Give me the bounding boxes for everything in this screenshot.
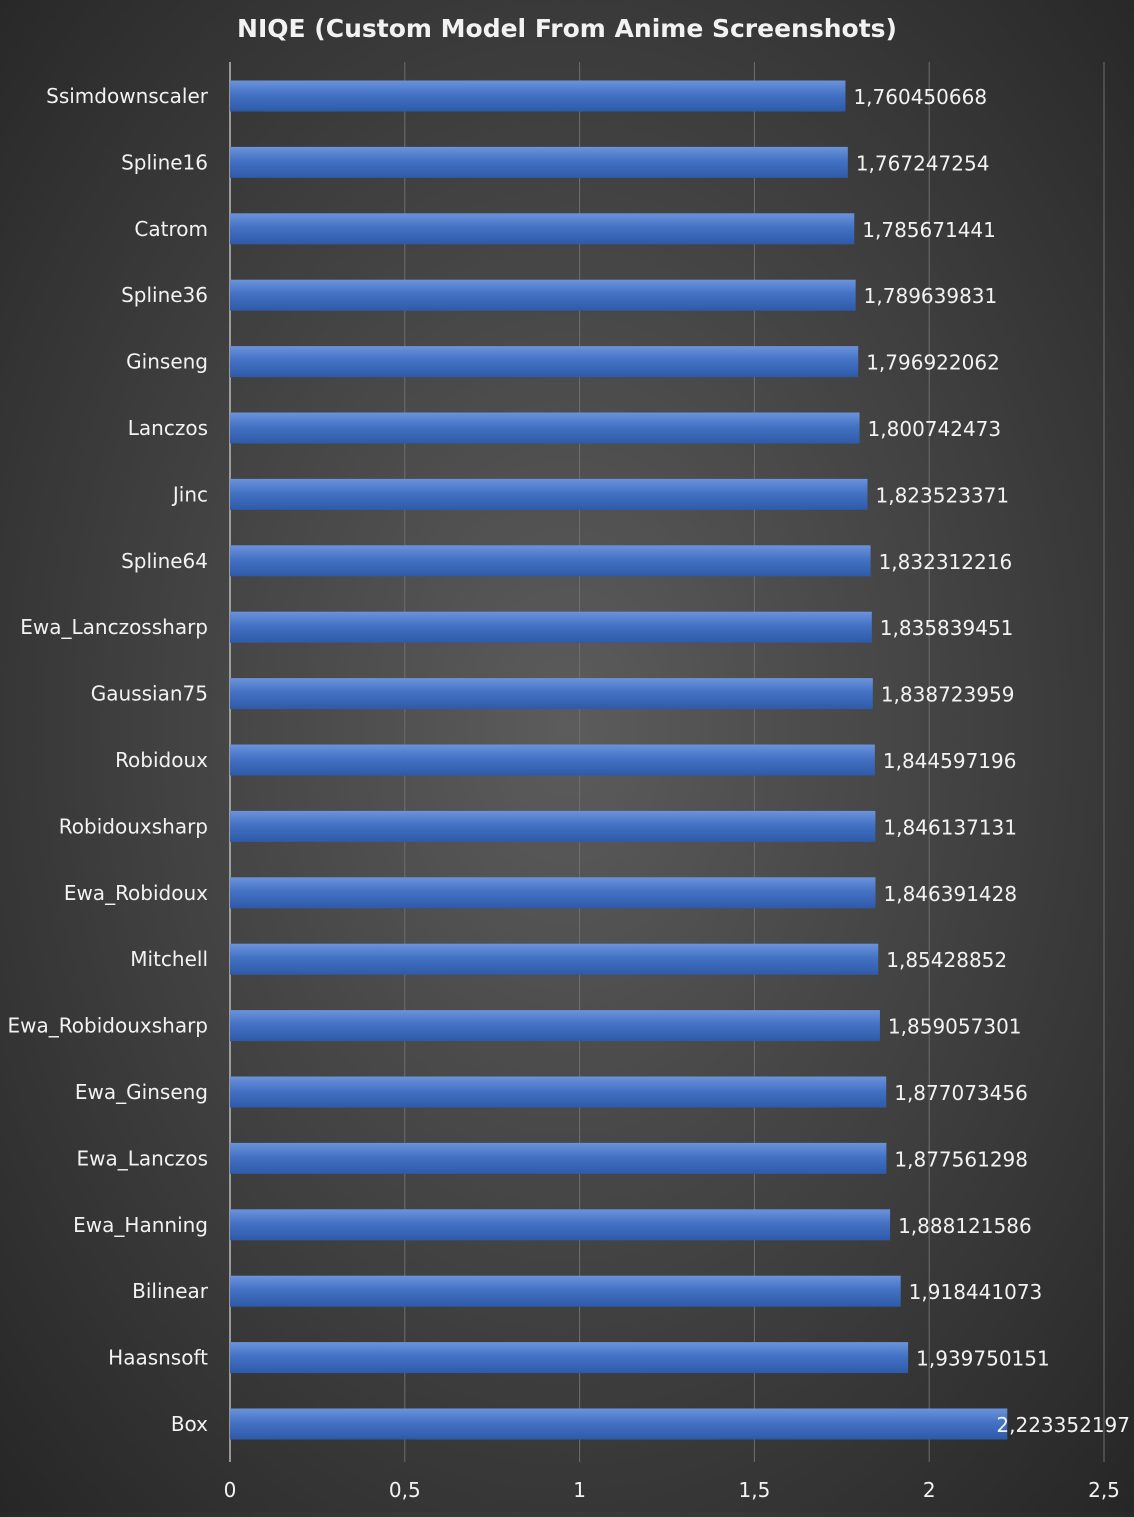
data-labels: 1,760450668 1,767247254 1,785671441 1,78963… xyxy=(853,85,1130,1437)
data-label: 1,859057301 xyxy=(888,1015,1022,1039)
bar xyxy=(230,279,856,311)
data-label: 1,877073456 xyxy=(894,1081,1028,1105)
data-label: 1,85428852 xyxy=(886,948,1007,972)
x-tick-label: 2,5 xyxy=(1088,1478,1120,1502)
category-label: Bilinear xyxy=(132,1279,209,1303)
data-label: 1,823523371 xyxy=(876,483,1010,507)
x-tick-label: 1 xyxy=(573,1478,586,1502)
category-label: Mitchell xyxy=(130,947,208,971)
bar xyxy=(230,1275,901,1307)
bar xyxy=(230,1342,909,1374)
category-label: Haasnsoft xyxy=(108,1346,208,1370)
category-label: Gaussian75 xyxy=(91,682,208,706)
data-label: 1,789639831 xyxy=(864,284,998,308)
data-label: 1,835839451 xyxy=(880,616,1014,640)
bar xyxy=(230,1010,880,1042)
bar xyxy=(230,146,848,178)
category-label: Spline64 xyxy=(121,549,208,573)
data-label: 1,838723959 xyxy=(881,683,1015,707)
category-label: Box xyxy=(171,1412,208,1436)
bar xyxy=(230,412,860,444)
category-label: Jinc xyxy=(171,482,208,506)
data-label: 1,844597196 xyxy=(883,749,1017,773)
category-label: Lanczos xyxy=(128,416,208,440)
bar xyxy=(230,545,871,577)
bar xyxy=(230,611,872,643)
category-label: Ewa_Robidouxsharp xyxy=(8,1014,208,1038)
category-label: Ewa_Lanczos xyxy=(77,1146,208,1170)
data-label: 2,223352197 xyxy=(996,1413,1130,1437)
data-label: 1,846137131 xyxy=(883,815,1017,839)
category-label: Spline16 xyxy=(121,150,208,174)
bar xyxy=(230,346,859,378)
x-tick-label: 1,5 xyxy=(738,1478,770,1502)
x-tick-label: 0,5 xyxy=(389,1478,421,1502)
chart-title: NIQE (Custom Model From Anime Screenshot… xyxy=(237,14,897,43)
bar xyxy=(230,1142,887,1174)
bar xyxy=(230,744,875,776)
bar xyxy=(230,943,879,975)
bar xyxy=(230,478,868,510)
bar xyxy=(230,80,846,112)
data-label: 1,796922062 xyxy=(866,351,1000,375)
data-label: 1,939750151 xyxy=(916,1347,1050,1371)
bar xyxy=(230,1209,891,1241)
category-label: Spline36 xyxy=(121,283,208,307)
category-label: Catrom xyxy=(134,217,208,241)
category-label: Ewa_Robidoux xyxy=(64,881,208,905)
bar xyxy=(230,1076,887,1108)
data-label: 1,767247254 xyxy=(856,151,990,175)
bars xyxy=(230,80,1008,1440)
data-label: 1,877561298 xyxy=(894,1147,1028,1171)
x-axis-ticks: 0 0,5 1 1,5 2 2,5 xyxy=(224,1478,1120,1502)
bar xyxy=(230,678,873,710)
category-labels: Ssimdownscaler Spline16 Catrom Spline36 Gins… xyxy=(8,84,209,1436)
bar xyxy=(230,877,876,909)
category-label: Ewa_Ginseng xyxy=(75,1080,208,1104)
data-label: 1,785671441 xyxy=(862,218,996,242)
category-label: Robidouxsharp xyxy=(59,814,208,838)
data-label: 1,832312216 xyxy=(879,550,1013,574)
category-label: Ssimdownscaler xyxy=(46,84,209,108)
data-label: 1,888121586 xyxy=(898,1214,1032,1238)
data-label: 1,760450668 xyxy=(853,85,987,109)
category-label: Ewa_Hanning xyxy=(73,1213,208,1237)
bar xyxy=(230,810,876,842)
x-tick-label: 2 xyxy=(923,1478,936,1502)
bar xyxy=(230,1408,1008,1440)
category-label: Ewa_Lanczossharp xyxy=(20,615,208,639)
category-label: Ginseng xyxy=(126,350,208,374)
data-label: 1,800742473 xyxy=(868,417,1002,441)
data-label: 1,918441073 xyxy=(909,1280,1043,1304)
category-label: Robidoux xyxy=(115,748,208,772)
data-label: 1,846391428 xyxy=(883,882,1017,906)
x-tick-label: 0 xyxy=(224,1478,237,1502)
bar xyxy=(230,213,855,245)
